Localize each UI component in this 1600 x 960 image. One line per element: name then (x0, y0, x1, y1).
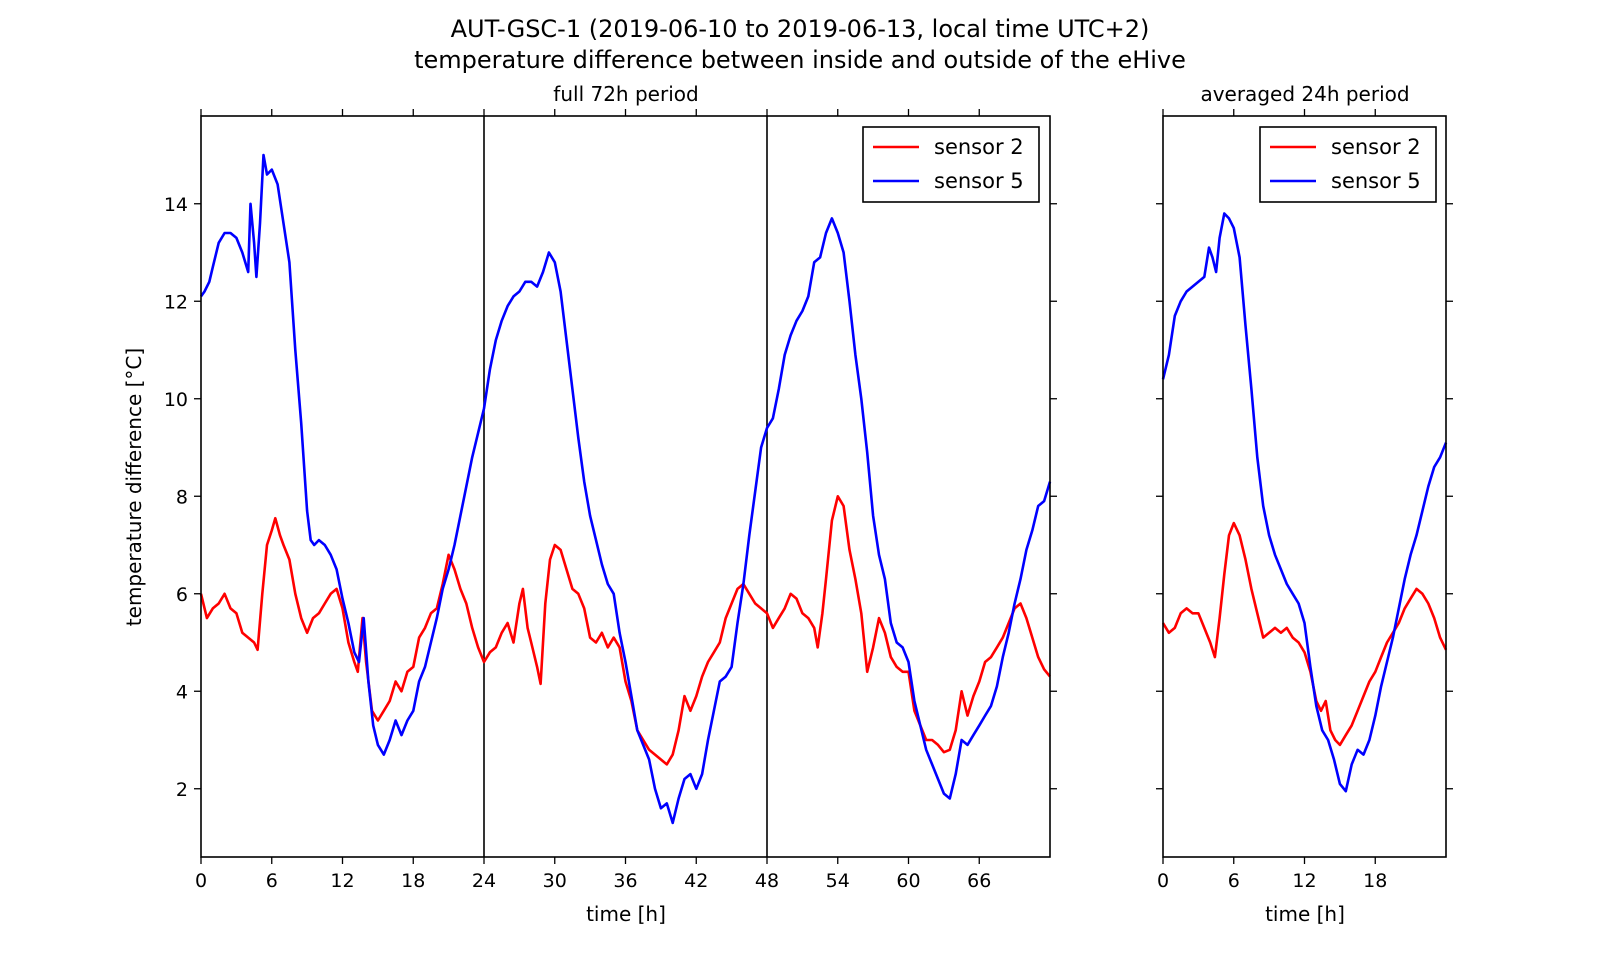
legend-averaged: sensor 2 sensor 5 (1259, 126, 1437, 203)
plot-area-averaged (1161, 212, 1448, 793)
figure-title-line1: AUT-GSC-1 (2019-06-10 to 2019-06-13, loc… (451, 15, 1150, 43)
panel-title-averaged: averaged 24h period (1200, 82, 1409, 106)
y-tick-label: 2 (176, 779, 188, 801)
legend-box-averaged (1259, 126, 1437, 203)
x-tick-label: 6 (266, 870, 278, 892)
panel-title-full: full 72h period (553, 82, 698, 106)
panel-full-72h: full 72h period 0 6 12 18 24 30 36 42 48 54 60 66 2… (122, 82, 1057, 926)
x-tick-label: 24 (472, 870, 496, 892)
y-tick-label: 14 (164, 194, 188, 216)
x-axis-label-averaged: time [h] (1265, 902, 1345, 926)
legend-label-sensor-5: sensor 5 (934, 169, 1024, 193)
series-line-sensor-5 (1161, 212, 1448, 793)
plot-area-full (199, 153, 1052, 825)
series-line-sensor-5 (199, 153, 1052, 825)
series-line-sensor-2 (199, 495, 1052, 766)
y-tick-label: 10 (164, 389, 188, 411)
x-tick-label: 12 (330, 870, 354, 892)
series-line-sensor-2 (1161, 521, 1448, 747)
x-tick-label: 6 (1228, 870, 1240, 892)
x-ticks-full: 0 6 12 18 24 30 36 42 48 54 60 66 (195, 109, 991, 892)
y-tick-label: 12 (164, 291, 188, 313)
x-tick-label: 0 (1157, 870, 1169, 892)
y-tick-label: 4 (176, 681, 188, 703)
x-tick-label: 18 (1363, 870, 1387, 892)
legend-label-sensor-5: sensor 5 (1331, 169, 1421, 193)
legend-full: sensor 2 sensor 5 (862, 126, 1040, 203)
y-ticks-full: 2 4 6 8 10 12 14 (164, 194, 1057, 801)
x-tick-label: 48 (755, 870, 779, 892)
legend-box-full (862, 126, 1040, 203)
x-ticks-averaged: 0 6 12 18 (1157, 109, 1387, 892)
x-tick-label: 36 (613, 870, 637, 892)
legend-label-sensor-2: sensor 2 (934, 135, 1024, 159)
x-tick-label: 12 (1292, 870, 1316, 892)
day-separator-lines (483, 116, 768, 857)
x-tick-label: 66 (967, 870, 991, 892)
x-tick-label: 18 (401, 870, 425, 892)
x-axis-label-full: time [h] (586, 902, 666, 926)
y-ticks-averaged (1156, 203, 1453, 790)
x-tick-label: 54 (826, 870, 850, 892)
y-tick-label: 8 (176, 486, 188, 508)
x-tick-label: 42 (684, 870, 708, 892)
y-axis-label: temperature difference [°C] (122, 348, 146, 626)
panel-averaged-24h: averaged 24h period 0 6 12 18 time [h] sens… (1156, 82, 1453, 926)
x-tick-label: 30 (543, 870, 567, 892)
legend-label-sensor-2: sensor 2 (1331, 135, 1421, 159)
y-tick-label: 6 (176, 584, 188, 606)
x-tick-label: 0 (195, 870, 207, 892)
x-tick-label: 60 (896, 870, 920, 892)
figure-title-line2: temperature difference between inside an… (414, 46, 1186, 74)
